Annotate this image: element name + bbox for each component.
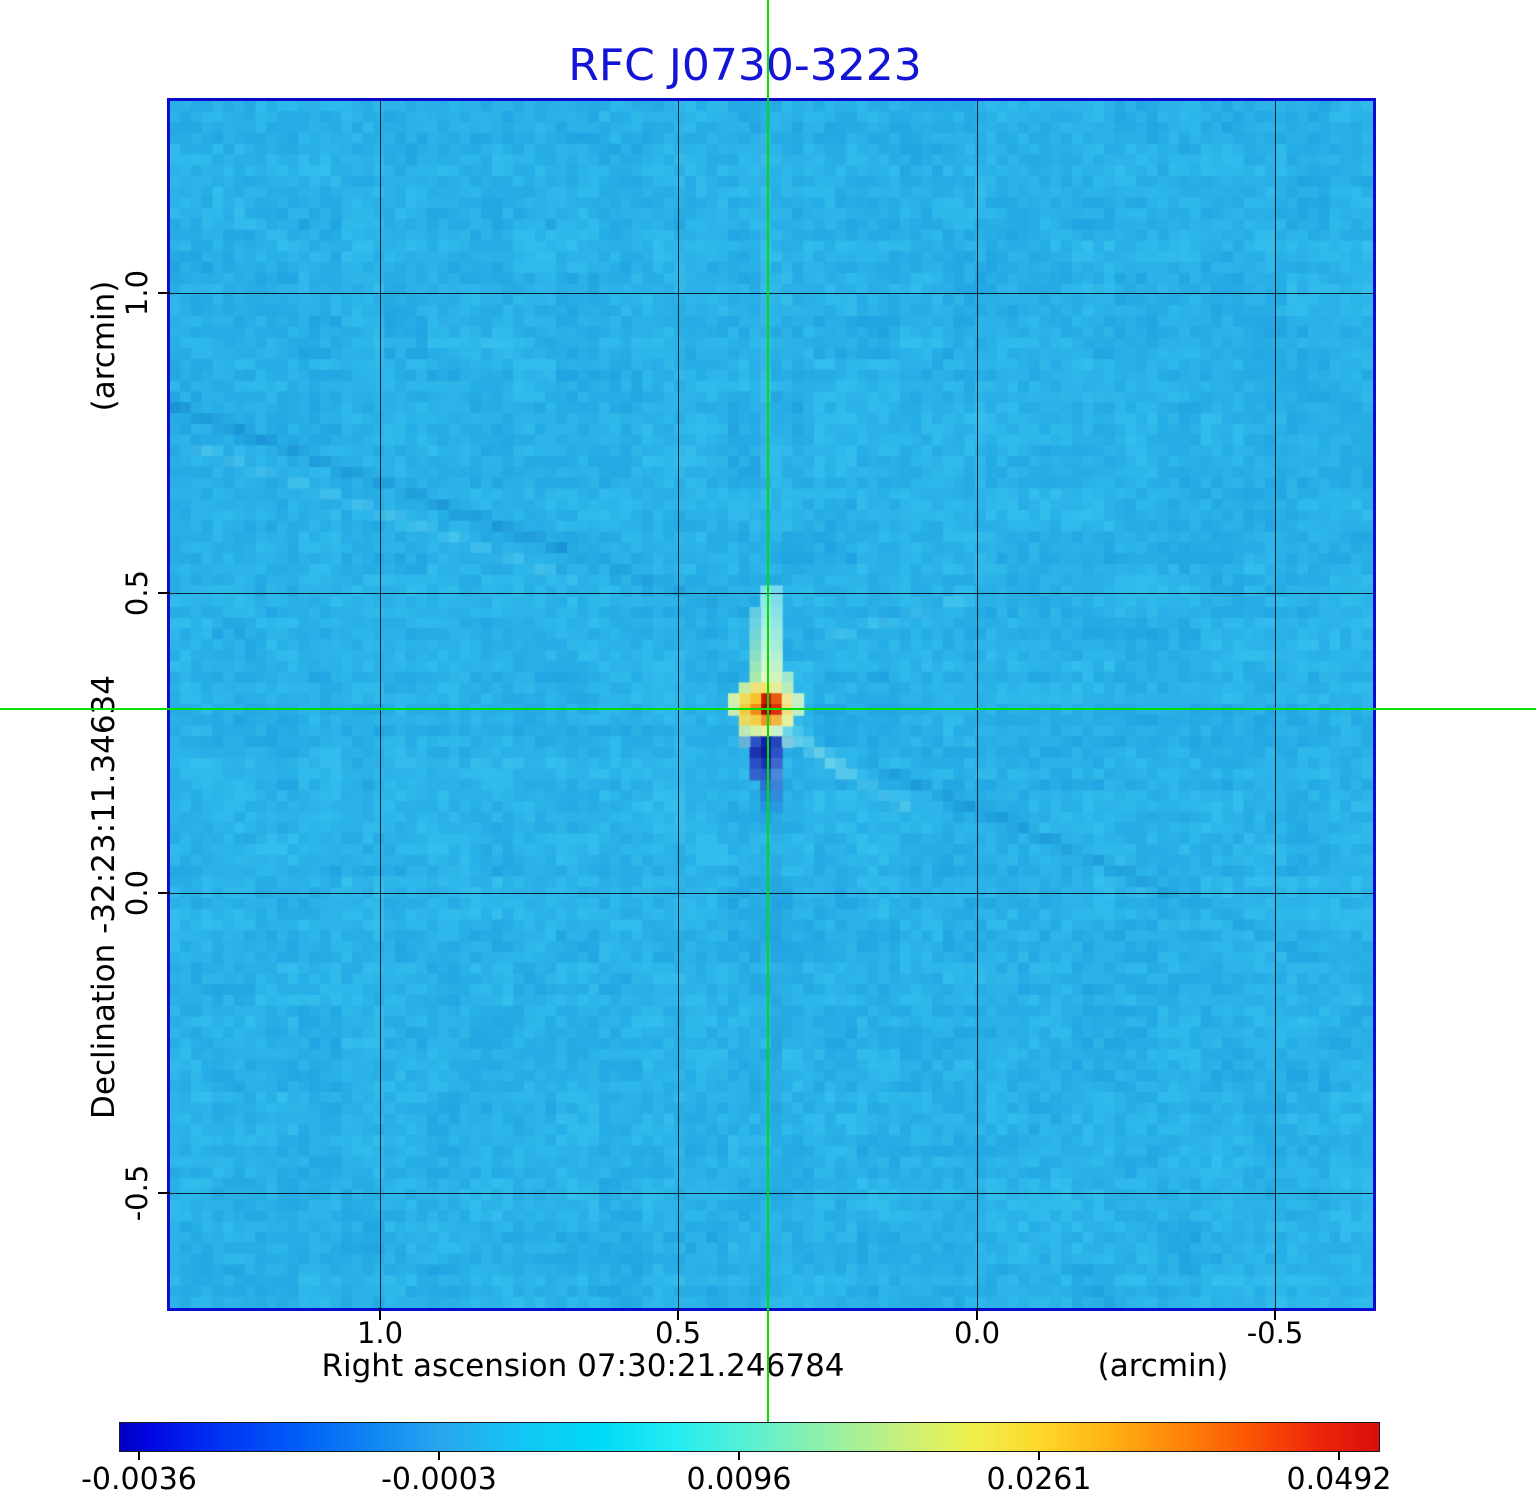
y-tick-label--0.5: -0.5 [120, 1164, 154, 1222]
colorbar-label-2: -0.0003 [381, 1462, 497, 1497]
grid-line-vertical--0.5 [1275, 101, 1276, 1308]
plot-title: RFC J0730-3223 [568, 40, 922, 91]
y-tick-label-0.5: 0.5 [120, 569, 154, 617]
y-tick-label-0.0: 0.0 [120, 869, 154, 917]
y-axis-unit-label: (arcmin) [86, 280, 122, 412]
y-tick-mark--0.5 [158, 1192, 170, 1194]
x-tick-mark-1.0 [379, 1308, 381, 1320]
y-tick-mark-0.5 [158, 592, 170, 594]
colorbar-tick-mark-1 [138, 1452, 140, 1460]
crosshair-vertical-line [767, 0, 769, 1422]
colorbar-label-3: 0.0096 [686, 1462, 792, 1497]
colorbar-tick-mark-5 [1338, 1452, 1340, 1460]
grid-line-horizontal-0.5 [170, 593, 1373, 594]
x-tick-label-1.0: 1.0 [356, 1316, 404, 1350]
colorbar-tick-mark-4 [1038, 1452, 1040, 1460]
y-tick-mark-1.0 [158, 292, 170, 294]
colorbar-label-1: -0.0036 [81, 1462, 197, 1497]
grid-line-vertical-0.0 [977, 101, 978, 1308]
colorbar-tick-mark-3 [738, 1452, 740, 1460]
x-tick-label--0.5: -0.5 [1246, 1316, 1304, 1350]
colorbar-gradient [119, 1422, 1380, 1452]
y-tick-mark-0.0 [158, 892, 170, 894]
colorbar-label-5: 0.0492 [1286, 1462, 1392, 1497]
plot-area [167, 98, 1376, 1311]
crosshair-horizontal-line [0, 708, 1536, 710]
grid-line-horizontal-1.0 [170, 293, 1373, 294]
x-tick-mark-0.0 [976, 1308, 978, 1320]
x-tick-mark-0.5 [677, 1308, 679, 1320]
x-axis-label: Right ascension 07:30:21.246784 [321, 1348, 845, 1384]
sky-map-canvas [170, 101, 1373, 1308]
y-axis-label: Declination -32:23:11.34634 [86, 675, 122, 1119]
grid-line-horizontal-0.0 [170, 893, 1373, 894]
x-tick-label-0.5: 0.5 [654, 1316, 702, 1350]
grid-line-vertical-0.5 [678, 101, 679, 1308]
grid-line-vertical-1.0 [380, 101, 381, 1308]
x-tick-label-0.0: 0.0 [953, 1316, 1001, 1350]
y-tick-label-1.0: 1.0 [120, 269, 154, 317]
colorbar-tick-mark-2 [438, 1452, 440, 1460]
x-axis-unit-label: (arcmin) [1097, 1348, 1229, 1384]
x-tick-mark--0.5 [1274, 1308, 1276, 1320]
colorbar-label-4: 0.0261 [986, 1462, 1092, 1497]
grid-line-horizontal--0.5 [170, 1193, 1373, 1194]
